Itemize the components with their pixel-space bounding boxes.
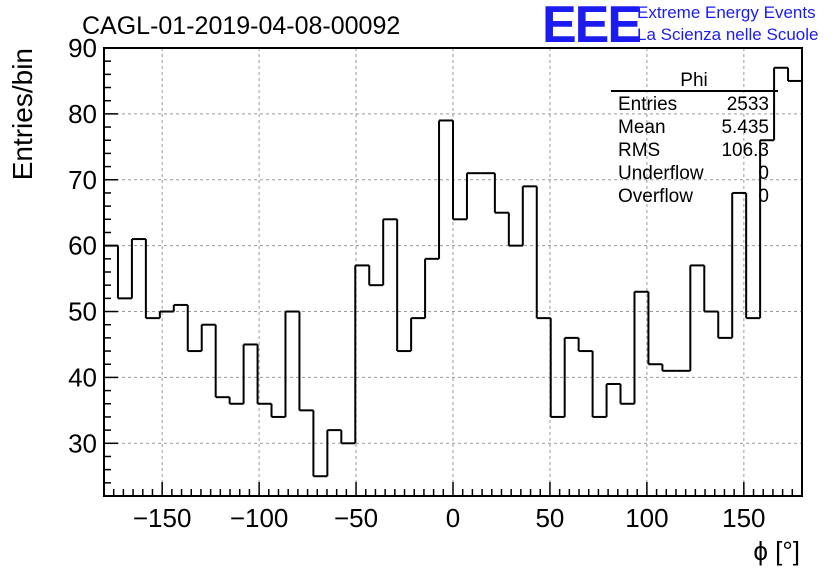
stats-rows: Entries 2533 Mean 5.435 RMS 106.3 Underflow 0 Ov…	[618, 94, 769, 207]
x-axis-label: ϕ [°]	[753, 536, 800, 566]
run-title: CAGL-01-2019-04-08-00092	[82, 12, 400, 40]
y-tick-label: 90	[68, 33, 97, 63]
y-tick-label: 80	[68, 99, 97, 129]
x-tick-label: −150	[133, 503, 192, 533]
org-name-line1: Extreme Energy Events	[637, 3, 816, 22]
stats-value: 0	[758, 186, 769, 207]
x-tick-label: −100	[230, 503, 289, 533]
y-tick-label: 60	[68, 231, 97, 261]
stats-label: Overflow	[618, 186, 693, 207]
stats-box: Phi Entries 2533 Mean 5.435 RMS 106.3 Underflo…	[611, 70, 778, 207]
stats-label: Underflow	[618, 163, 704, 184]
stats-value: 2533	[727, 94, 769, 115]
stats-value: 106.3	[721, 140, 769, 161]
y-tick-label: 40	[68, 362, 97, 392]
x-tick-labels: −150 −100 −50 0 50 100 150	[133, 503, 766, 533]
axis-ticks	[104, 47, 794, 496]
stats-title: Phi	[680, 70, 707, 91]
eee-logo: EEE	[542, 0, 640, 54]
y-tick-labels: 30 40 50 60 70 80 90	[68, 33, 97, 458]
stats-label: Mean	[618, 117, 666, 138]
y-tick-label: 30	[68, 428, 97, 458]
x-tick-label: 50	[535, 503, 564, 533]
stats-value: 5.435	[721, 117, 769, 138]
y-tick-label: 50	[68, 297, 97, 327]
x-tick-label: −50	[334, 503, 378, 533]
stats-label: Entries	[618, 94, 677, 115]
stats-value: 0	[758, 163, 769, 184]
histogram-bins	[104, 66, 802, 478]
x-tick-label: 150	[722, 503, 765, 533]
y-tick-label: 70	[68, 165, 97, 195]
org-name-line2: La Scienza nelle Scuole	[637, 25, 818, 44]
x-tick-label: 100	[625, 503, 668, 533]
stats-label: RMS	[618, 140, 660, 161]
y-axis-label: Entries/bin	[7, 48, 38, 180]
x-tick-label: 0	[446, 503, 460, 533]
